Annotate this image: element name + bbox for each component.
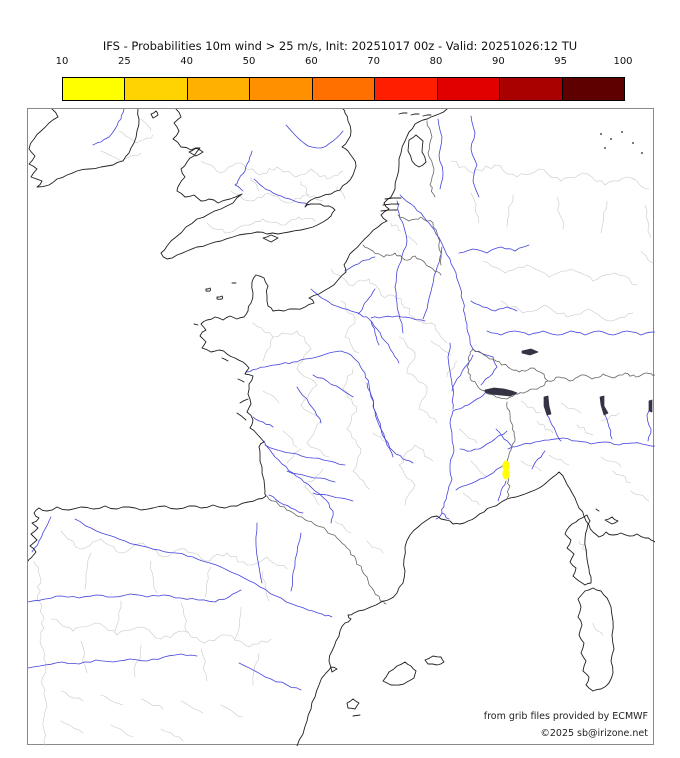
colorbar-tick-label: 60 — [304, 56, 318, 67]
admin-boundaries — [33, 118, 654, 746]
colorbar-segment — [375, 78, 438, 100]
coastlines — [28, 109, 655, 746]
attribution-source: from grib files provided by ECMWF — [483, 711, 648, 722]
colorbar-segment — [250, 78, 313, 100]
lakes — [484, 348, 653, 416]
colorbar-segment — [500, 78, 563, 100]
probability-cell — [502, 460, 510, 472]
colorbar-segment — [125, 78, 188, 100]
city-mark — [610, 138, 612, 140]
rivers — [28, 109, 655, 691]
colorbar-tick-label: 95 — [554, 56, 568, 67]
map-title: IFS - Probabilities 10m wind > 25 m/s, I… — [102, 39, 578, 53]
colorbar-segment — [63, 78, 126, 100]
city-mark — [604, 147, 606, 149]
colorbar-segment — [562, 78, 624, 100]
colorbar-segment — [187, 78, 251, 100]
colorbar-tick-label: 70 — [367, 56, 381, 67]
colorbar-tick-labels: 10 25 40 50 60 70 80 90 95 100 — [56, 56, 633, 69]
map-svg — [28, 109, 655, 746]
city-mark — [600, 133, 602, 135]
probability-overlay — [502, 460, 510, 480]
city-mark — [641, 152, 643, 154]
colorbar-tick-label: 10 — [55, 56, 69, 67]
colorbar-tick-label: 40 — [180, 56, 194, 67]
probability-cell — [502, 468, 510, 480]
colorbar-tick-label: 25 — [117, 56, 131, 67]
colorbar-tick-label: 90 — [491, 56, 505, 67]
city-mark — [632, 142, 634, 144]
colorbar-tick-label: 50 — [242, 56, 256, 67]
city-mark — [621, 131, 623, 133]
map-frame: from grib files provided by ECMWF ©2025 … — [27, 108, 655, 746]
colorbar-tick-label: 80 — [429, 56, 443, 67]
country-borders — [266, 120, 655, 605]
colorbar-segment — [437, 78, 501, 100]
colorbar-tick-label: 100 — [613, 56, 633, 67]
attribution-copyright: ©2025 sb@irizone.net — [540, 728, 648, 739]
colorbar-segment — [312, 78, 376, 100]
colorbar — [62, 77, 625, 101]
